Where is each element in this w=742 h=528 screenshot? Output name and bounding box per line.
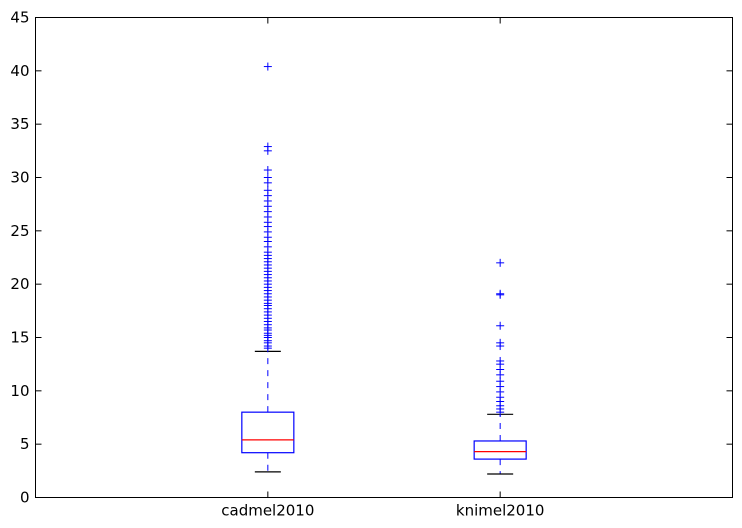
box-group-knimel2010 [473, 258, 527, 475]
plot-frame [35, 17, 733, 498]
flier-point [496, 289, 505, 298]
y-tick-label: 15 [10, 329, 29, 347]
iqr-box [473, 440, 527, 460]
x-tick-label: cadmel2010 [221, 502, 314, 520]
y-tick-label: 10 [10, 382, 29, 400]
y-tick-label: 45 [10, 9, 29, 27]
iqr-box [241, 411, 295, 454]
flier-point [496, 338, 505, 347]
x-tick-label: knimel2010 [456, 502, 545, 520]
flier-point [263, 142, 272, 151]
y-tick-label: 20 [10, 275, 29, 293]
flier-point [263, 186, 272, 195]
axis-layer: 0 5 10 15 20 25 30 35 40 45 cadmel2010 knimel2010 [10, 9, 733, 520]
flier-point [496, 356, 505, 365]
y-tick-label: 5 [20, 435, 30, 453]
flier-point [263, 166, 272, 175]
y-tick-label: 25 [10, 222, 29, 240]
y-tick-label: 40 [10, 62, 29, 80]
flier-point [496, 321, 505, 330]
flier-point [263, 173, 272, 182]
y-tick-label: 35 [10, 115, 29, 133]
y-tick-label: 30 [10, 169, 29, 187]
plot-layer [241, 62, 527, 475]
flier-point [263, 62, 272, 71]
y-tick-label: 0 [20, 489, 30, 507]
box-group-cadmel2010 [241, 62, 295, 473]
flier-point [496, 258, 505, 267]
